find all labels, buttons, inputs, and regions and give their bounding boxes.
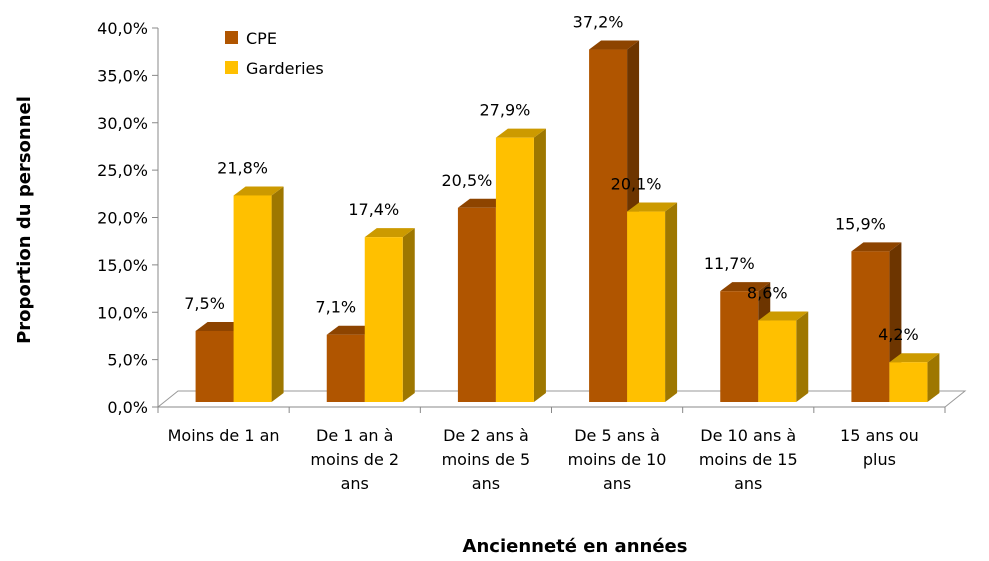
- bar-front: [627, 211, 666, 402]
- bar-front: [758, 320, 797, 402]
- value-label: 37,2%: [573, 13, 624, 32]
- bar-side: [665, 202, 678, 402]
- bar-top: [627, 202, 678, 212]
- value-label: 20,1%: [611, 175, 662, 194]
- bar: [758, 311, 809, 402]
- x-tick-label: De 1 an à moins de 2 ans: [310, 426, 400, 493]
- bar-top: [233, 186, 284, 196]
- y-tick-label: 25,0%: [97, 161, 148, 180]
- bar-front: [233, 195, 272, 402]
- bar: [495, 128, 546, 402]
- y-tick-label: 20,0%: [97, 209, 148, 228]
- bar-top: [195, 321, 246, 331]
- bar-top: [758, 311, 809, 321]
- value-label: 11,7%: [704, 254, 755, 273]
- bar-front: [326, 334, 365, 402]
- bar-top: [495, 128, 546, 138]
- bar-front: [495, 137, 534, 402]
- x-tick-label: De 10 ans à moins de 15 ans: [698, 426, 798, 493]
- value-label: 7,1%: [315, 298, 356, 317]
- bar-front: [364, 237, 403, 402]
- bar-front: [720, 291, 759, 402]
- value-label: 4,2%: [878, 325, 919, 344]
- y-tick-label: 10,0%: [97, 303, 148, 322]
- value-label: 15,9%: [835, 214, 886, 233]
- x-tick-label: De 2 ans à moins de 5 ans: [441, 426, 531, 493]
- bar: [233, 186, 284, 402]
- legend-swatch: [225, 61, 238, 74]
- bar-front: [457, 207, 496, 402]
- y-tick-label: 5,0%: [107, 351, 148, 370]
- legend-label: CPE: [246, 29, 277, 48]
- y-tick-label: 40,0%: [97, 19, 148, 38]
- value-label: 27,9%: [480, 101, 531, 120]
- x-axis-title: Ancienneté en années: [463, 536, 688, 557]
- x-tick-label: De 5 ans à moins de 10 ans: [567, 426, 667, 493]
- bar-side: [271, 186, 284, 402]
- bar-top: [889, 353, 940, 363]
- y-tick-label: 15,0%: [97, 256, 148, 275]
- y-axis-title: Proportion du personnel: [14, 96, 35, 344]
- value-label: 20,5%: [442, 171, 493, 190]
- value-label: 17,4%: [348, 200, 399, 219]
- bar-side: [927, 353, 940, 402]
- value-label: 21,8%: [217, 158, 268, 177]
- bar-front: [889, 362, 928, 402]
- bar-side: [533, 128, 546, 402]
- bar-top: [851, 242, 902, 252]
- bar-front: [589, 49, 628, 402]
- bar-side: [402, 228, 415, 402]
- y-tick-label: 0,0%: [107, 398, 148, 417]
- bar-top: [720, 282, 771, 292]
- bar-top: [589, 40, 640, 50]
- bar-top: [457, 198, 508, 208]
- y-tick-label: 35,0%: [97, 66, 148, 85]
- value-label: 8,6%: [747, 284, 788, 303]
- x-tick-label: 15 ans ou plus: [840, 426, 919, 469]
- value-label: 7,5%: [184, 294, 225, 313]
- y-tick-label: 30,0%: [97, 114, 148, 133]
- legend-swatch: [225, 31, 238, 44]
- bar: [627, 202, 678, 402]
- bar: [889, 353, 940, 402]
- bar-front: [195, 330, 234, 402]
- bar-top: [364, 228, 415, 238]
- bar: [364, 228, 415, 402]
- x-tick-label: Moins de 1 an: [167, 426, 280, 445]
- bar-top: [326, 325, 377, 335]
- bar-side: [796, 311, 809, 402]
- bar: [851, 242, 902, 402]
- bar-front: [851, 251, 890, 402]
- legend-label: Garderies: [246, 59, 324, 78]
